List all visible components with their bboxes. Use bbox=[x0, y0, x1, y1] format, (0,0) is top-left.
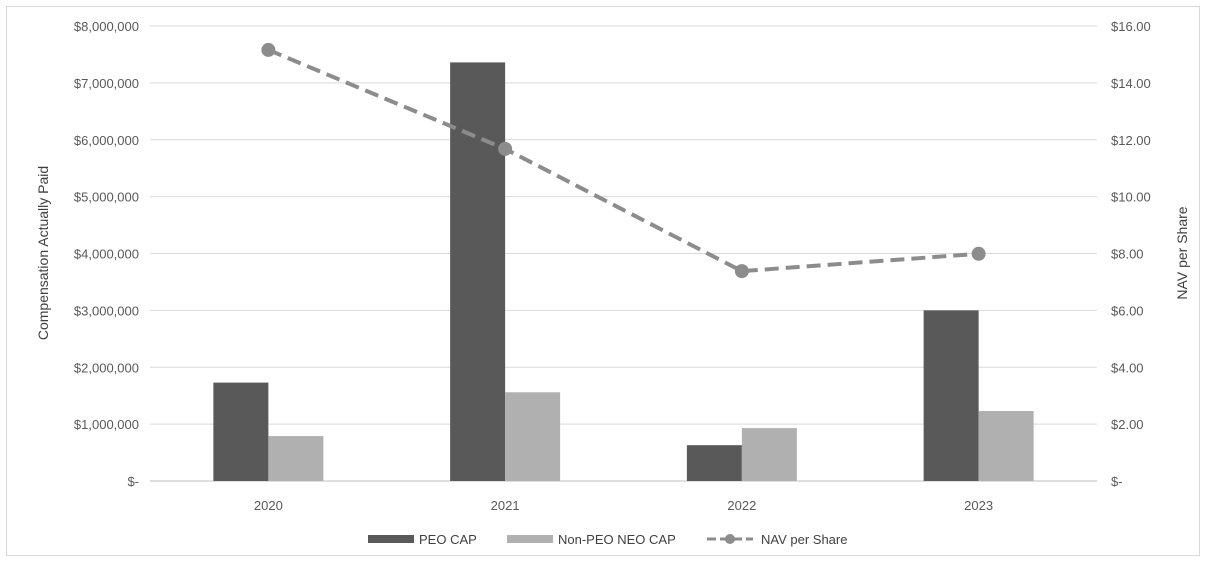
nav-point-2021 bbox=[498, 141, 513, 156]
y-tick-label: $6,000,000 bbox=[74, 133, 139, 148]
legend: PEO CAP Non-PEO NEO CAP NAV per Share bbox=[368, 532, 847, 547]
bar-non-peo-neo-cap-2023 bbox=[978, 411, 1034, 481]
nav-point-2020 bbox=[261, 42, 276, 57]
y-tick-label: $1,000,000 bbox=[74, 417, 139, 432]
nav-line-path bbox=[267, 48, 979, 274]
nav-line bbox=[261, 42, 986, 279]
y2-tick-label: $4.00 bbox=[1111, 360, 1144, 375]
y2-tick-label: $16.00 bbox=[1111, 19, 1151, 34]
y-tick-label: $5,000,000 bbox=[74, 190, 139, 205]
y2-tick-label: $14.00 bbox=[1111, 76, 1151, 91]
y-tick-label: $2,000,000 bbox=[74, 360, 139, 375]
bar-non-peo-neo-cap-2020 bbox=[268, 436, 324, 481]
y-axis-title: Compensation Actually Paid bbox=[35, 166, 51, 340]
y2-axis-title: NAV per Share bbox=[1174, 206, 1190, 299]
y-tick-label: $7,000,000 bbox=[74, 76, 139, 91]
legend-label-non-peo-neo-cap: Non-PEO NEO CAP bbox=[558, 532, 676, 547]
legend-marker-nav bbox=[725, 534, 735, 544]
y2-tick-label: $10.00 bbox=[1111, 190, 1151, 205]
bar-peo-cap-2023 bbox=[923, 310, 979, 481]
x-tick-label: 2021 bbox=[491, 498, 520, 513]
x-tick-label: 2022 bbox=[727, 498, 756, 513]
bar-peo-cap-2021 bbox=[450, 62, 506, 482]
x-tick-label: 2023 bbox=[964, 498, 993, 513]
y2-tick-label: $6.00 bbox=[1111, 303, 1144, 318]
bar-peo-cap-2022 bbox=[686, 445, 742, 481]
y-tick-label: $- bbox=[127, 474, 139, 489]
bar-peo-cap-2020 bbox=[213, 382, 269, 481]
bar-non-peo-neo-cap-2021 bbox=[505, 392, 561, 481]
right-axis-ticks: $- $2.00 $4.00 $6.00 $8.00 $10.00 $12.00 $14.00… bbox=[1111, 19, 1151, 489]
bars bbox=[213, 62, 1034, 482]
bar-non-peo-neo-cap-2022 bbox=[741, 428, 797, 481]
left-axis-ticks: $- $1,000,000 $2,000,000 $3,000,000 $4,000,0… bbox=[74, 19, 139, 489]
y2-tick-label: $2.00 bbox=[1111, 417, 1144, 432]
x-tick-label: 2020 bbox=[254, 498, 283, 513]
y-tick-label: $8,000,000 bbox=[74, 19, 139, 34]
nav-point-2023 bbox=[971, 246, 986, 261]
nav-point-2022 bbox=[734, 264, 749, 279]
legend-label-peo-cap: PEO CAP bbox=[419, 532, 477, 547]
y-tick-label: $3,000,000 bbox=[74, 303, 139, 318]
x-axis-ticks: 2020 2021 2022 2023 bbox=[254, 498, 993, 513]
legend-swatch-peo-cap bbox=[368, 535, 414, 543]
y2-tick-label: $- bbox=[1111, 474, 1123, 489]
y-tick-label: $4,000,000 bbox=[74, 247, 139, 262]
legend-label-nav-per-share: NAV per Share bbox=[761, 532, 847, 547]
legend-swatch-non-peo-neo-cap bbox=[507, 535, 553, 543]
y2-tick-label: $12.00 bbox=[1111, 133, 1151, 148]
y2-tick-label: $8.00 bbox=[1111, 247, 1144, 262]
